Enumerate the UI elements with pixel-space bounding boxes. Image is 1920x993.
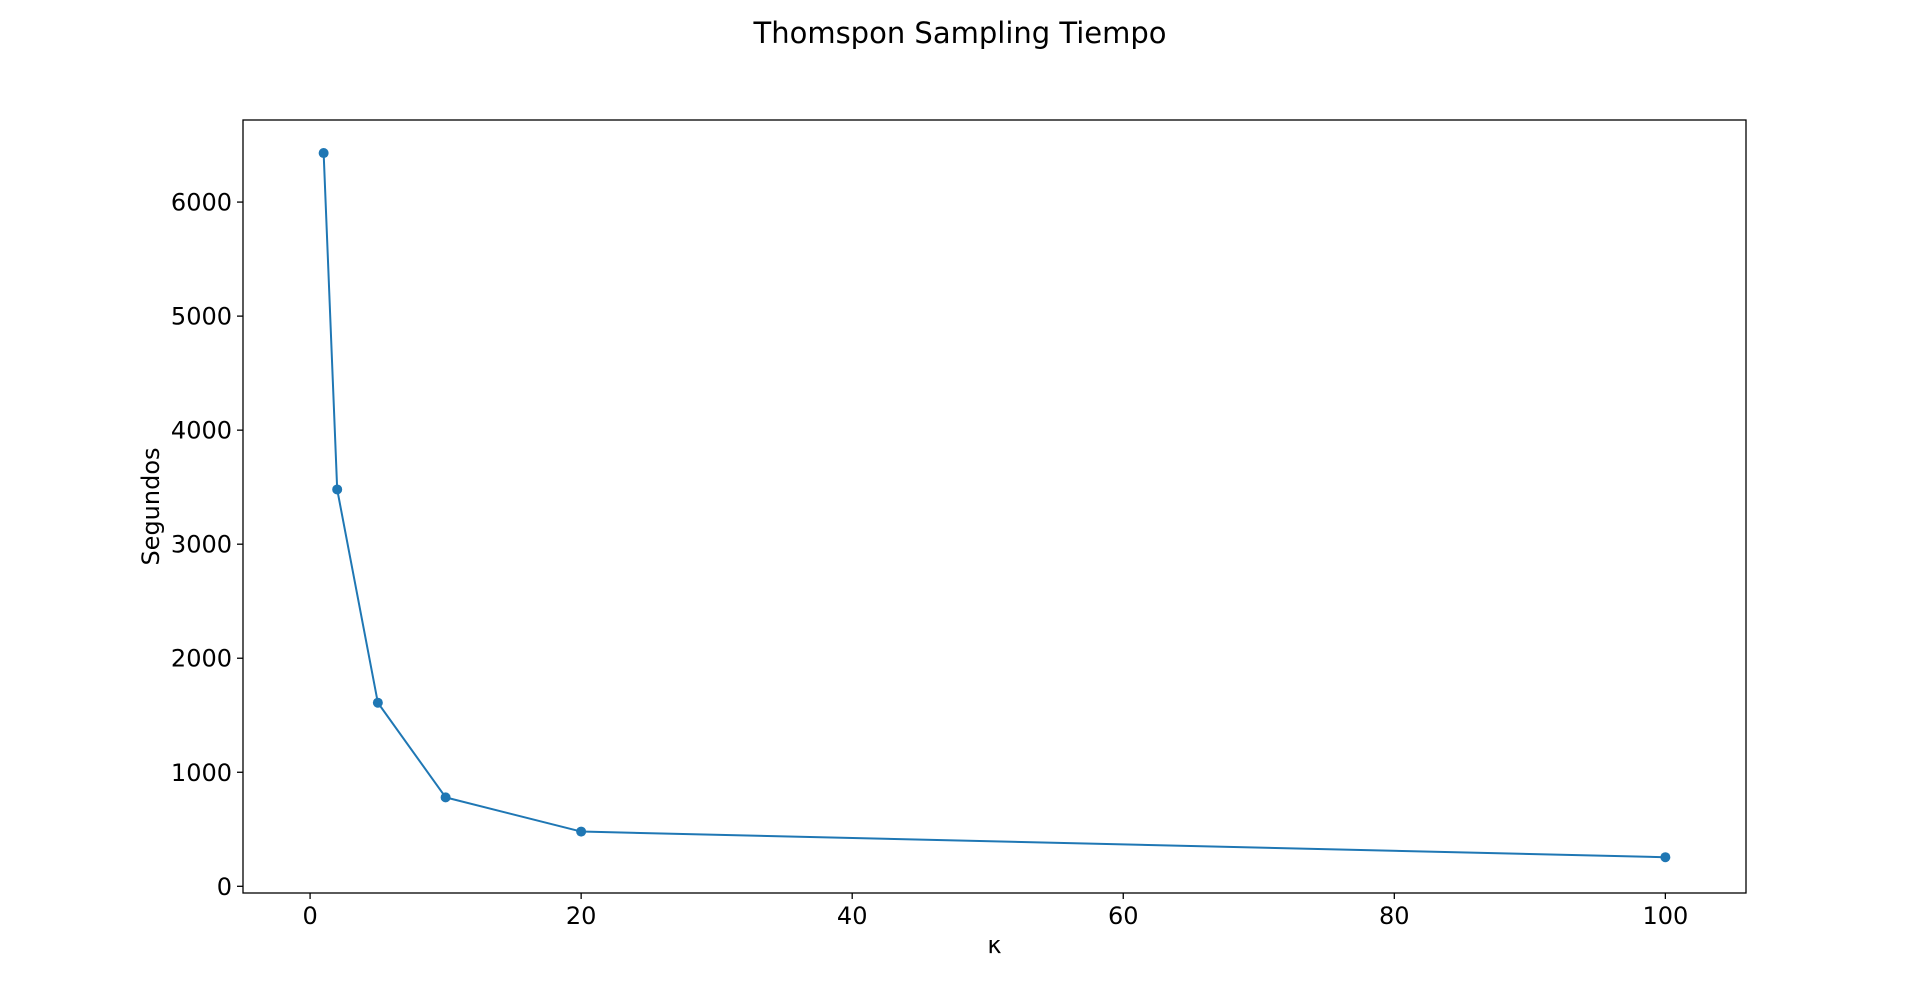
y-tick-label: 0 [217,873,232,901]
y-tick-label: 1000 [171,759,232,787]
x-axis-label: κ [987,931,1001,959]
series-line [322,152,1667,859]
data-point [440,792,451,803]
y-tick-label: 6000 [171,189,232,217]
x-tick-label: 20 [566,902,597,930]
y-axis: 0 1000 2000 3000 4000 5000 6000 [171,189,243,901]
data-point [318,148,329,159]
y-tick-label: 5000 [171,303,232,331]
data-point [372,697,383,708]
x-tick-label: 80 [1379,902,1410,930]
data-point [576,826,587,837]
y-tick-label: 2000 [171,645,232,673]
data-point [1660,852,1671,863]
data-point [332,484,343,495]
chart-title: Thomspon Sampling Tiempo [752,16,1166,50]
y-axis-label: Segundos [137,447,165,565]
x-axis: 0 20 40 60 80 100 [302,893,1688,930]
y-tick-label: 4000 [171,417,232,445]
plot-area-frame [242,119,1747,894]
y-tick-label: 3000 [171,531,232,559]
series-layer [318,148,1671,863]
x-tick-label: 100 [1642,902,1688,930]
x-tick-label: 40 [837,902,868,930]
x-tick-label: 0 [302,902,317,930]
x-tick-label: 60 [1108,902,1139,930]
